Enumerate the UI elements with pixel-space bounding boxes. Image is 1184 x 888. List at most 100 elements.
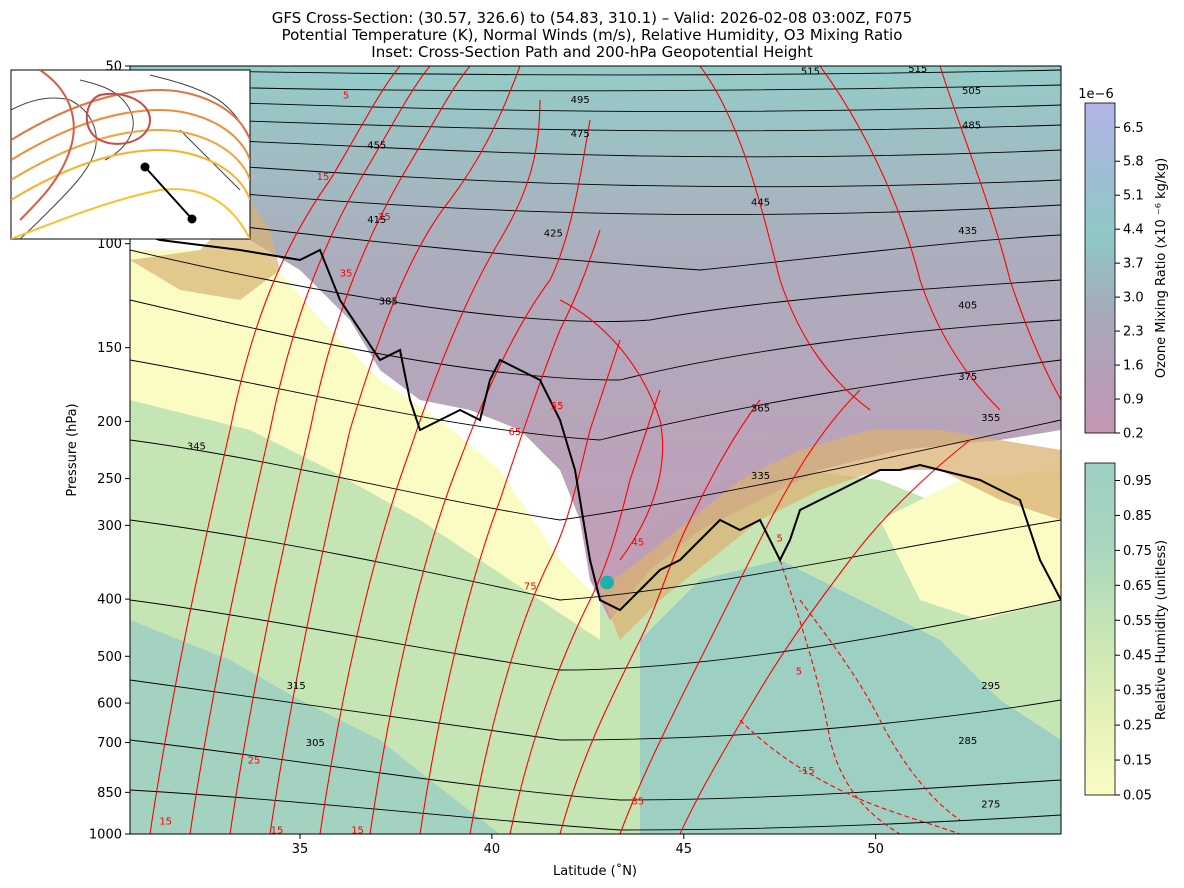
rh-colorbar-ticks: 0.95 0.85 0.75 0.65 0.55 0.45 0.35 0.25 0.15 0.05	[1115, 474, 1152, 804]
contour-label: 405	[958, 300, 977, 311]
height-contour	[11, 188, 250, 239]
contour-label: 425	[544, 229, 563, 240]
y-tick-label: 1000	[89, 828, 122, 843]
rh-colorbar-label: Relative Humidity (unitless)	[1154, 540, 1169, 720]
rh-field-wet	[130, 620, 500, 834]
colorbar-tick-label: 2.3	[1123, 325, 1144, 340]
contour-label: 355	[981, 413, 1000, 424]
y-tick-label: 150	[97, 341, 122, 356]
contour-label: 475	[571, 129, 590, 140]
theta-contour	[130, 419, 1061, 521]
contour-label: 385	[379, 296, 398, 307]
wind-contour-negative	[799, 599, 961, 821]
title-line-1: GFS Cross-Section: (30.57, 326.6) to (54…	[272, 9, 912, 27]
height-contour	[11, 148, 250, 201]
colorbar-tick-label: 0.85	[1123, 509, 1152, 524]
ozone-colorbar-label: Ozone Mixing Ratio (x10 ⁻⁶ kg/kg)	[1154, 158, 1169, 378]
wind-contour	[419, 229, 601, 834]
contour-label: 5	[343, 91, 349, 102]
inset-height-contours	[11, 70, 250, 239]
figure-title: GFS Cross-Section: (30.57, 326.6) to (54…	[272, 9, 912, 61]
inset-path-start-marker	[140, 162, 150, 172]
contour-label: 35	[340, 268, 353, 279]
contour-label: 15	[317, 172, 330, 183]
contour-label: 345	[187, 441, 206, 452]
wind-contour	[469, 339, 621, 834]
x-axis: 35 40 45 50	[292, 834, 884, 857]
contour-label: 515	[801, 67, 820, 78]
y-tick-label: 400	[97, 593, 122, 608]
contour-label: 55	[551, 401, 564, 412]
theta-contour	[130, 599, 1061, 671]
colorbar-tick-label: 0.25	[1123, 719, 1152, 734]
inset-content	[11, 70, 250, 239]
x-axis-label: Latitude (˚N)	[553, 863, 637, 879]
inset-map	[10, 69, 251, 240]
ozone-fold-band	[600, 430, 1061, 640]
contour-label: 335	[751, 471, 770, 482]
height-contour	[11, 128, 250, 181]
contour-label: 305	[306, 738, 325, 749]
contour-label: 15	[159, 816, 172, 827]
x-tick-label: 40	[484, 842, 501, 857]
colorbar-tick-label: 1.6	[1123, 359, 1144, 374]
colorbar-tick-label: 4.4	[1123, 223, 1144, 238]
theta-contour	[130, 519, 1061, 601]
contour-label: 65	[509, 427, 522, 438]
contour-label: 285	[958, 736, 977, 747]
contour-label: 485	[962, 121, 981, 132]
y-tick-label: 500	[97, 650, 122, 665]
contour-label: 275	[981, 800, 1000, 811]
colorbar-tick-label: 0.55	[1123, 614, 1152, 629]
wind-contour	[189, 66, 431, 834]
wind-contour	[319, 99, 541, 834]
wind-contours-negative	[739, 559, 961, 834]
contour-label: 375	[958, 372, 977, 383]
y-tick-label: 300	[97, 519, 122, 534]
contour-label: 25	[378, 212, 391, 223]
theta-contours	[130, 69, 1061, 831]
colorbar-tick-label: 0.9	[1123, 393, 1144, 408]
theta-contour	[130, 789, 1061, 831]
wind-contour	[699, 66, 871, 411]
contour-label: 15	[351, 826, 364, 837]
wind-contour	[559, 399, 761, 834]
wind-contour-negative	[779, 559, 901, 834]
coastline	[11, 97, 97, 239]
colorbar-tick-label: 0.2	[1123, 427, 1144, 442]
contour-label: 75	[524, 581, 537, 592]
colorbar-tick-label: 0.45	[1123, 649, 1152, 664]
rh-colorbar-gradient	[1084, 462, 1116, 796]
colorbar-tick-label: 0.95	[1123, 474, 1152, 489]
contour-label: -15	[798, 766, 814, 777]
title-line-2: Potential Temperature (K), Normal Winds …	[282, 26, 903, 44]
inset-path-end-marker	[187, 214, 197, 224]
contour-label: 515	[908, 64, 927, 75]
x-tick-label: 50	[867, 842, 884, 857]
colorbar-tick-label: 5.1	[1123, 189, 1144, 204]
ozone-colorbar-gradient	[1084, 102, 1116, 434]
ozone-colorbar-offset: 1e−6	[1078, 87, 1113, 102]
contour-label: 455	[367, 140, 386, 151]
ozone-colorbar-ticks: 6.5 5.8 5.1 4.4 3.7 3.0 2.3 1.6 0.9 0.2	[1115, 121, 1144, 442]
contour-label: 445	[751, 198, 770, 209]
height-contour	[11, 108, 250, 161]
wind-contour	[509, 389, 661, 834]
colorbar-tick-label: 0.65	[1123, 579, 1152, 594]
wind-contour	[679, 439, 971, 834]
contour-label: 415	[367, 215, 386, 226]
rh-colorbar: 0.95 0.85 0.75 0.65 0.55 0.45 0.35 0.25 0.15 0.05…	[1084, 462, 1169, 804]
colorbar-tick-label: 5.8	[1123, 155, 1144, 170]
colorbar-tick-label: 0.05	[1123, 789, 1152, 804]
x-tick-label: 35	[292, 842, 309, 857]
wind-contour	[269, 66, 521, 834]
y-tick-label: 100	[97, 237, 122, 252]
x-tick-label: 45	[675, 842, 692, 857]
coastline	[79, 79, 134, 161]
contour-label: 505	[962, 86, 981, 97]
wind-contour-negative	[739, 719, 961, 834]
wind-contour	[149, 66, 401, 834]
